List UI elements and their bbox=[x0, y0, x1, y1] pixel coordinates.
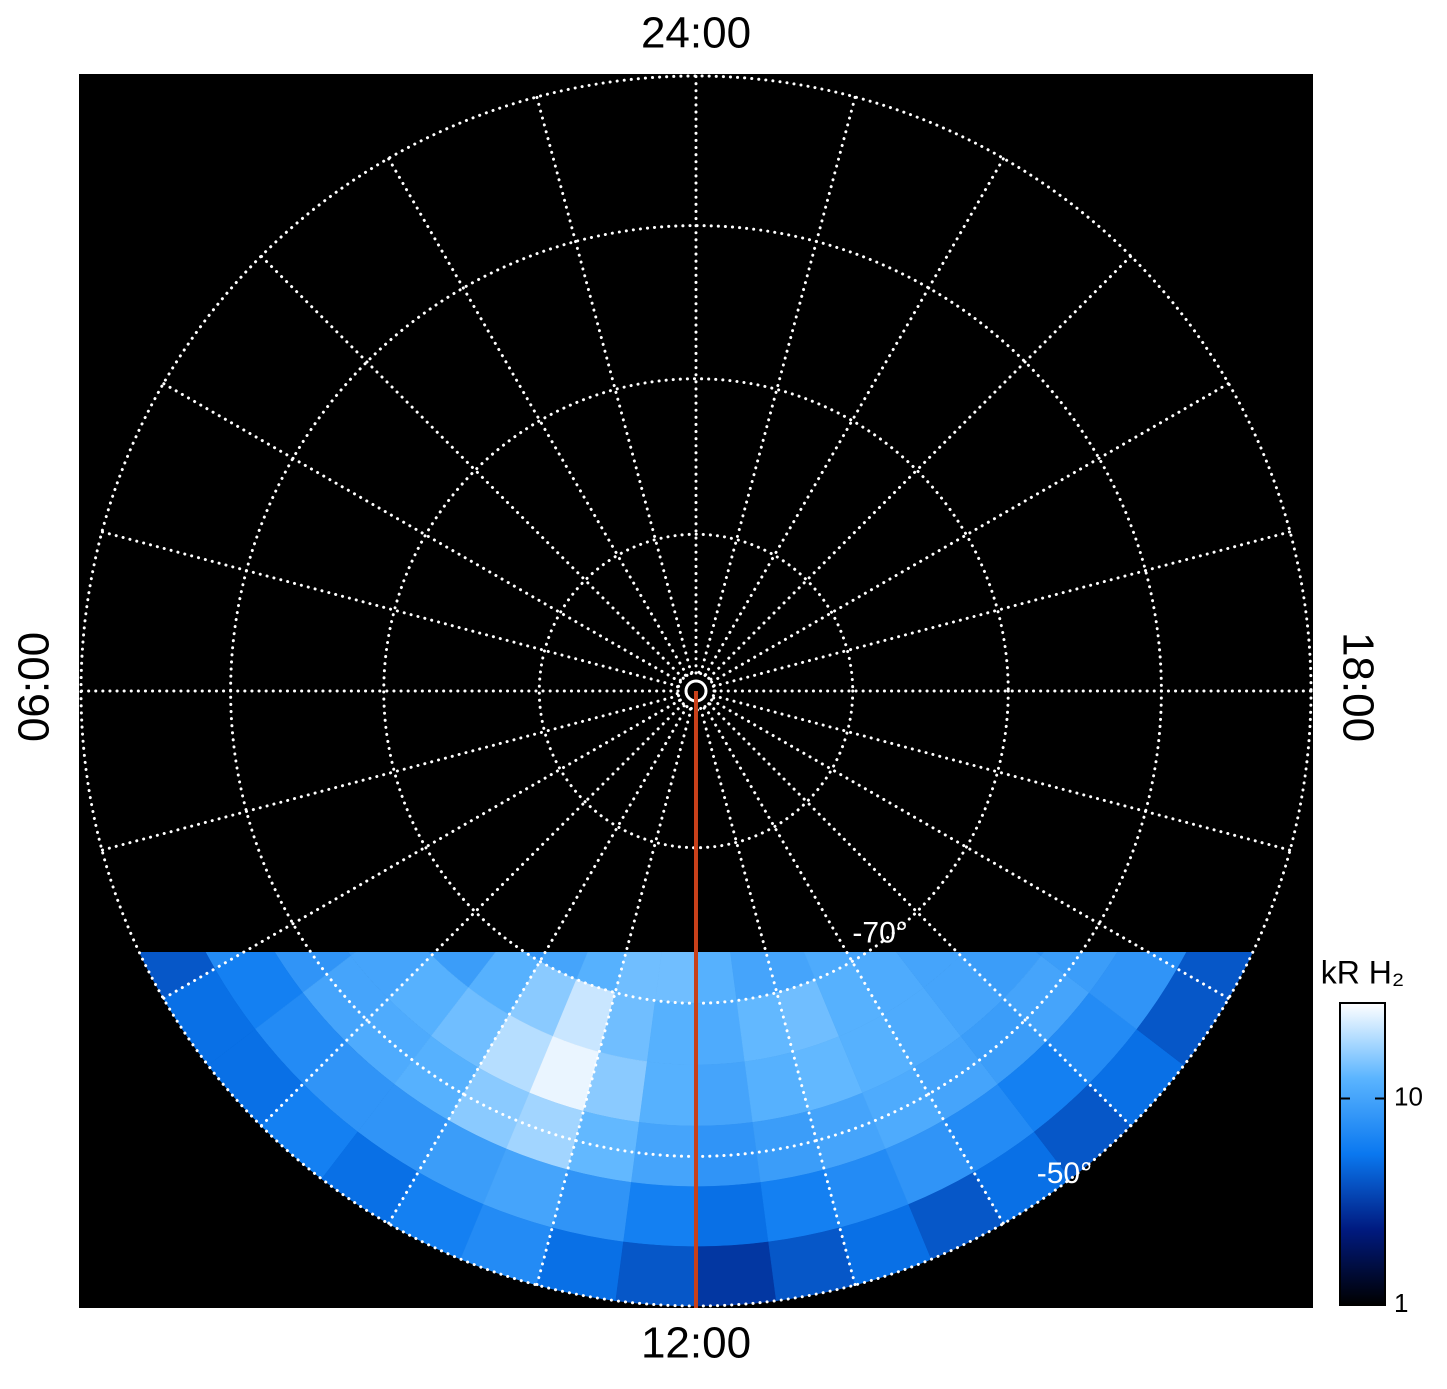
local-time-label: 18:00 bbox=[1333, 632, 1382, 742]
colorbar-title: kR H₂ bbox=[1321, 954, 1405, 990]
meridian-line bbox=[259, 702, 685, 1128]
emission-cell bbox=[1035, 952, 1045, 957]
meridian-line bbox=[710, 382, 1231, 684]
meridian-line bbox=[703, 156, 1005, 677]
meridian-line bbox=[535, 706, 693, 1287]
emission-cell bbox=[638, 1061, 697, 1127]
meridian-line bbox=[699, 95, 857, 676]
emission-cell bbox=[631, 1122, 697, 1187]
local-time-label: 24:00 bbox=[641, 9, 751, 58]
latitude-circle bbox=[537, 532, 855, 850]
emission-cell bbox=[623, 1182, 697, 1247]
emission-cell bbox=[695, 1000, 746, 1066]
emission-cell bbox=[695, 1122, 761, 1187]
colorbar-tick-label: 1 bbox=[1394, 1288, 1408, 1318]
meridian-line bbox=[161, 698, 682, 1000]
meridian-line bbox=[703, 705, 1005, 1226]
emission-cell bbox=[1176, 952, 1254, 999]
meridian-line bbox=[699, 706, 857, 1287]
meridian-line bbox=[161, 382, 682, 684]
meridian-line bbox=[710, 698, 1231, 1000]
meridian-line bbox=[100, 694, 681, 852]
emission-cell bbox=[695, 1241, 777, 1307]
local-time-label: 06:00 bbox=[10, 632, 59, 742]
emission-cell bbox=[695, 1182, 769, 1247]
emission-layer bbox=[138, 952, 1254, 1307]
meridian-line bbox=[387, 705, 689, 1226]
meridian-line bbox=[707, 702, 1133, 1128]
colorbar-tick-label: 10 bbox=[1394, 1081, 1423, 1111]
meridian-line bbox=[100, 530, 681, 688]
emission-cell bbox=[615, 1241, 697, 1307]
meridian-line bbox=[707, 254, 1133, 680]
latitude-label: -50° bbox=[1037, 1157, 1092, 1190]
meridian-line bbox=[535, 95, 693, 676]
emission-cell bbox=[646, 1000, 697, 1066]
local-time-label: 12:00 bbox=[641, 1319, 751, 1368]
colorbar bbox=[1339, 1002, 1386, 1306]
latitude-label: -70° bbox=[852, 917, 907, 950]
meridian-line bbox=[387, 156, 689, 677]
meridian-line bbox=[711, 530, 1292, 688]
meridian-line bbox=[259, 254, 685, 680]
emission-cell bbox=[695, 1061, 754, 1127]
meridian-line bbox=[711, 694, 1292, 852]
